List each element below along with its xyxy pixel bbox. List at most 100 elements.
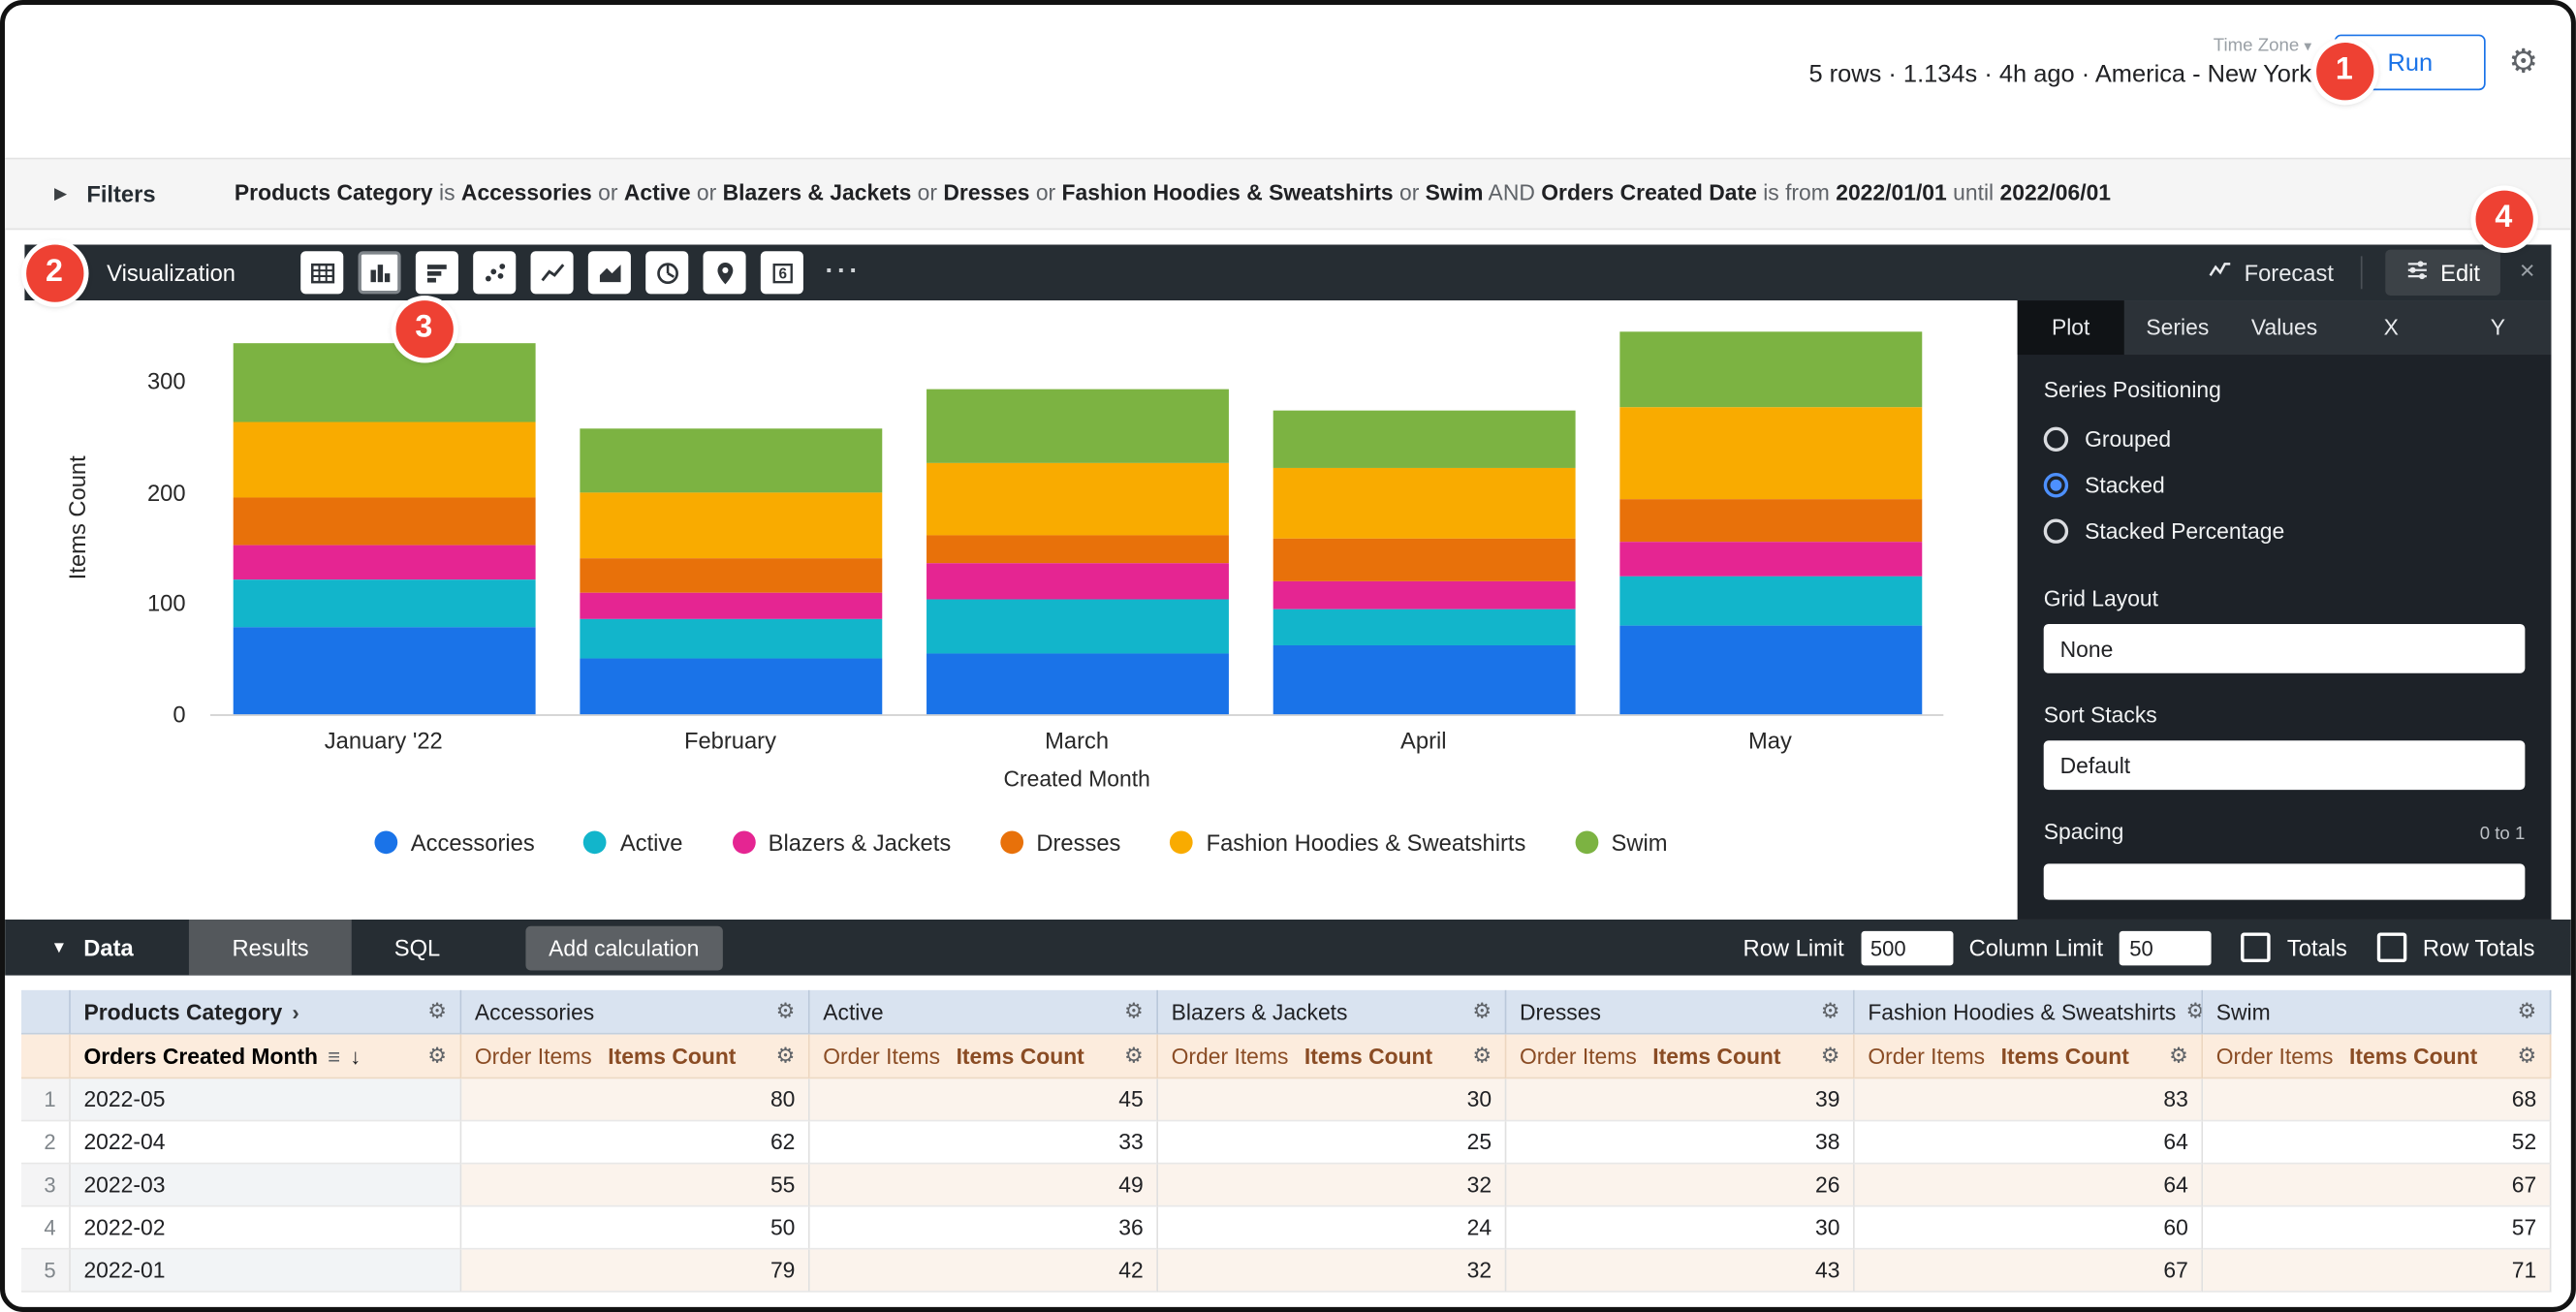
bar-segment-fashion-hoodies-sweatshirts[interactable] [579, 492, 882, 559]
measure-header-swim[interactable]: Order Items Items Count ⚙ [2203, 1034, 2552, 1079]
edit-tab-y[interactable]: Y [2490, 315, 2506, 340]
viz-type-pie-chart-icon[interactable] [645, 251, 689, 295]
gear-icon[interactable]: ⚙ [1124, 998, 1144, 1023]
gear-icon[interactable]: ⚙ [1820, 998, 1840, 1023]
measure-value-cell-active[interactable]: 45 [809, 1078, 1159, 1122]
measure-value-cell-blazers-jackets[interactable]: 32 [1158, 1249, 1507, 1293]
legend-item-dresses[interactable]: Dresses [1000, 829, 1120, 856]
totals-checkbox[interactable] [2241, 932, 2271, 963]
pivot-column-header-blazers-jackets[interactable]: Blazers & Jackets ⚙ [1158, 989, 1507, 1035]
measure-value-cell-blazers-jackets[interactable]: 25 [1158, 1121, 1507, 1165]
bar-segment-dresses[interactable] [579, 558, 882, 593]
stacked-bar-may[interactable] [1618, 330, 1922, 715]
bar-segment-active[interactable] [1272, 609, 1575, 646]
legend-item-fashion-hoodies-sweatshirts[interactable]: Fashion Hoodies & Sweatshirts [1170, 829, 1525, 856]
viz-type-map-icon[interactable] [704, 251, 747, 295]
measure-header-blazers-jackets[interactable]: Order Items Items Count ⚙ [1158, 1034, 1507, 1079]
pivot-column-header-accessories[interactable]: Accessories ⚙ [461, 989, 810, 1035]
dimension-value-cell[interactable]: 2022-04 [70, 1121, 462, 1165]
row-totals-checkbox[interactable] [2376, 932, 2406, 963]
edit-button[interactable]: Edit [2384, 249, 2500, 297]
settings-gear-icon[interactable]: ⚙ [2508, 44, 2538, 81]
measure-value-cell-dresses[interactable]: 30 [1506, 1206, 1855, 1250]
measure-value-cell-dresses[interactable]: 39 [1506, 1078, 1855, 1122]
bar-segment-accessories[interactable] [926, 653, 1229, 715]
bar-segment-dresses[interactable] [1272, 539, 1575, 581]
pivot-column-header-dresses[interactable]: Dresses ⚙ [1506, 989, 1855, 1035]
dimension-value-cell[interactable]: 2022-05 [70, 1078, 462, 1122]
gear-icon[interactable]: ⚙ [1124, 1043, 1144, 1068]
pivot-column-header-swim[interactable]: Swim ⚙ [2203, 989, 2552, 1035]
bar-segment-accessories[interactable] [1272, 645, 1575, 715]
measure-header-fashion-hoodies-sweatshirts[interactable]: Order Items Items Count ⚙ [1854, 1034, 2204, 1079]
measure-value-cell-fashion-hoodies-sweatshirts[interactable]: 67 [1854, 1249, 2204, 1293]
bar-segment-blazers-jackets[interactable] [1618, 542, 1922, 576]
bar-segment-active[interactable] [926, 599, 1229, 654]
measure-value-cell-accessories[interactable]: 50 [461, 1206, 810, 1250]
sort-stacks-select[interactable]: Default [2043, 740, 2526, 791]
measure-value-cell-accessories[interactable]: 55 [461, 1164, 810, 1207]
gear-icon[interactable]: ⚙ [2517, 1043, 2537, 1068]
bar-segment-dresses[interactable] [1618, 498, 1922, 543]
bar-segment-accessories[interactable] [232, 626, 535, 715]
gear-icon[interactable]: ⚙ [1472, 998, 1492, 1023]
measure-header-accessories[interactable]: Order Items Items Count ⚙ [461, 1034, 810, 1079]
measure-value-cell-active[interactable]: 42 [809, 1249, 1159, 1293]
bar-segment-blazers-jackets[interactable] [232, 544, 535, 580]
bar-segment-active[interactable] [1618, 575, 1922, 626]
radio-option-stacked-percentage[interactable]: Stacked Percentage [2043, 514, 2526, 547]
expand-filters-icon[interactable]: ▶ [53, 184, 67, 203]
dimension-value-cell[interactable]: 2022-03 [70, 1164, 462, 1207]
more-viz-types-icon[interactable]: ··· [825, 258, 862, 286]
dimension-subheader[interactable]: Orders Created Month ≡ ↓ ⚙ [70, 1034, 462, 1079]
measure-value-cell-dresses[interactable]: 43 [1506, 1249, 1855, 1293]
viz-type-line-chart-icon[interactable] [531, 251, 575, 295]
measure-value-cell-swim[interactable]: 71 [2203, 1249, 2552, 1293]
edit-tab-plot[interactable]: Plot [2017, 300, 2124, 356]
stacked-bar-march[interactable] [926, 389, 1229, 715]
bar-segment-fashion-hoodies-sweatshirts[interactable] [1618, 406, 1922, 499]
stacked-bar-april[interactable] [1272, 410, 1575, 715]
measure-value-cell-swim[interactable]: 68 [2203, 1078, 2552, 1122]
measure-value-cell-active[interactable]: 36 [809, 1206, 1159, 1250]
gear-icon[interactable]: ⚙ [1472, 1043, 1492, 1068]
row-limit-input[interactable] [1860, 929, 1953, 965]
measure-value-cell-accessories[interactable]: 62 [461, 1121, 810, 1165]
sort-descending-icon[interactable]: ↓ [350, 1043, 361, 1069]
data-section-label[interactable]: Data [83, 934, 134, 961]
viz-type-table-icon[interactable] [300, 251, 344, 295]
measure-value-cell-blazers-jackets[interactable]: 32 [1158, 1164, 1507, 1207]
viz-type-column-chart-icon[interactable] [359, 251, 402, 295]
gear-icon[interactable]: ⚙ [2517, 998, 2537, 1023]
bar-segment-blazers-jackets[interactable] [1272, 580, 1575, 609]
gear-icon[interactable]: ⚙ [427, 998, 448, 1023]
add-calculation-button[interactable]: Add calculation [525, 924, 723, 970]
bar-segment-accessories[interactable] [1618, 625, 1922, 715]
measure-value-cell-swim[interactable]: 52 [2203, 1121, 2552, 1165]
gear-icon[interactable]: ⚙ [2185, 998, 2201, 1024]
stacked-bar-february[interactable] [579, 428, 882, 715]
gear-icon[interactable]: ⚙ [2169, 1043, 2188, 1068]
viz-type-area-chart-icon[interactable] [588, 251, 632, 295]
edit-tab-x[interactable]: X [2383, 315, 2399, 340]
bar-segment-swim[interactable] [232, 343, 535, 422]
bar-segment-blazers-jackets[interactable] [926, 563, 1229, 600]
bar-segment-fashion-hoodies-sweatshirts[interactable] [926, 463, 1229, 535]
legend-item-accessories[interactable]: Accessories [374, 829, 535, 856]
measure-value-cell-active[interactable]: 33 [809, 1121, 1159, 1165]
measure-header-dresses[interactable]: Order Items Items Count ⚙ [1506, 1034, 1855, 1079]
measure-value-cell-fashion-hoodies-sweatshirts[interactable]: 83 [1854, 1078, 2204, 1122]
collapse-data-icon[interactable]: ▼ [50, 938, 68, 957]
forecast-button[interactable]: Forecast [2182, 258, 2360, 288]
measure-value-cell-active[interactable]: 49 [809, 1164, 1159, 1207]
bar-segment-swim[interactable] [1618, 330, 1922, 407]
dimension-value-cell[interactable]: 2022-01 [70, 1249, 462, 1293]
bar-segment-blazers-jackets[interactable] [579, 592, 882, 619]
bar-segment-active[interactable] [579, 618, 882, 659]
radio-option-stacked[interactable]: Stacked [2043, 468, 2526, 501]
radio-option-grouped[interactable]: Grouped [2043, 422, 2526, 455]
stacked-bar-january-22[interactable] [232, 343, 535, 715]
bar-segment-swim[interactable] [1272, 410, 1575, 468]
measure-value-cell-blazers-jackets[interactable]: 24 [1158, 1206, 1507, 1250]
grid-layout-select[interactable]: None [2043, 623, 2526, 673]
